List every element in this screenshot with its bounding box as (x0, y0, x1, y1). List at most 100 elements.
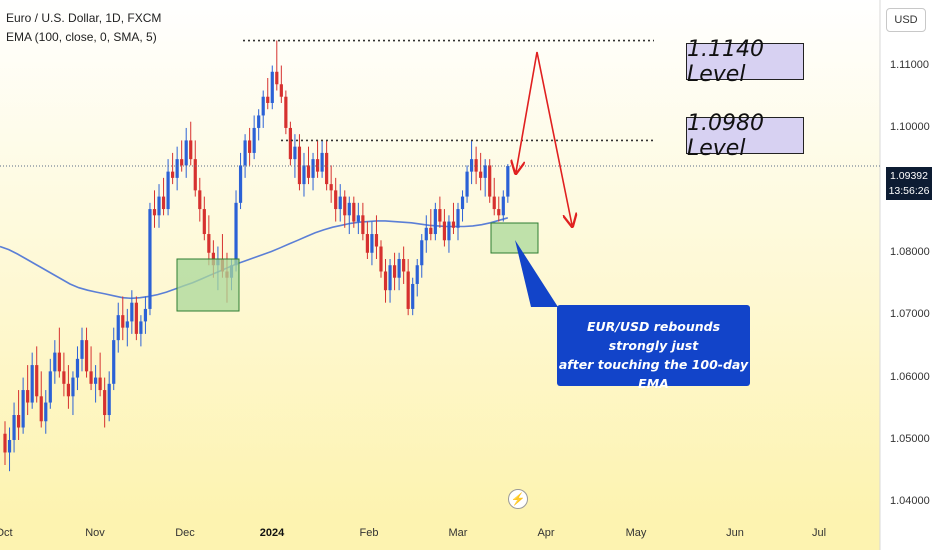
candle[interactable] (460, 190, 465, 222)
candle[interactable] (112, 327, 116, 391)
candle[interactable] (279, 65, 283, 103)
candle[interactable] (388, 259, 392, 303)
candle[interactable] (483, 159, 487, 197)
candle[interactable] (497, 196, 501, 222)
candle[interactable] (152, 190, 157, 228)
candle[interactable] (501, 190, 505, 222)
candle[interactable] (243, 134, 247, 178)
candle[interactable] (7, 427, 12, 472)
candle[interactable] (442, 209, 447, 247)
candle[interactable] (184, 127, 188, 178)
candle[interactable] (370, 221, 374, 266)
candle[interactable] (134, 296, 138, 341)
candle[interactable] (411, 277, 415, 316)
candle[interactable] (166, 159, 170, 216)
candle[interactable] (26, 365, 30, 416)
candle[interactable] (474, 146, 478, 185)
ema-touch-zone-dec[interactable] (176, 258, 240, 312)
candle[interactable] (21, 377, 25, 434)
candle[interactable] (374, 215, 379, 259)
candle[interactable] (71, 371, 75, 416)
candle[interactable] (469, 140, 474, 185)
candle[interactable] (338, 184, 342, 222)
candle[interactable] (506, 164, 510, 203)
candle[interactable] (320, 140, 324, 178)
candle[interactable] (397, 252, 401, 291)
level-label-mid[interactable]: 1.0980 Level (686, 111, 804, 161)
projection-arrow[interactable] (516, 51, 572, 225)
candle[interactable] (66, 365, 71, 409)
candle[interactable] (16, 390, 21, 440)
candle[interactable] (44, 390, 48, 434)
candle[interactable] (297, 134, 302, 191)
candle[interactable] (161, 177, 166, 216)
candle[interactable] (116, 302, 120, 353)
candle[interactable] (447, 215, 451, 253)
candle[interactable] (356, 202, 360, 235)
candle[interactable] (3, 421, 7, 465)
candle[interactable] (257, 109, 261, 141)
candle[interactable] (275, 40, 279, 91)
candle[interactable] (365, 221, 369, 259)
candle[interactable] (261, 90, 265, 128)
ema-touch-zone-mar[interactable] (490, 222, 539, 254)
candle[interactable] (94, 365, 98, 403)
candle[interactable] (456, 202, 460, 241)
candle[interactable] (311, 152, 315, 191)
candle[interactable] (252, 115, 256, 160)
candle[interactable] (429, 209, 433, 241)
candle[interactable] (492, 177, 496, 216)
candle[interactable] (139, 315, 143, 347)
flash-icon[interactable]: ⚡ (508, 489, 528, 509)
candle[interactable] (35, 346, 39, 403)
candle[interactable] (148, 202, 152, 316)
candle[interactable] (198, 177, 202, 222)
candle[interactable] (465, 165, 469, 203)
candle[interactable] (284, 90, 288, 135)
candle[interactable] (171, 152, 175, 185)
candle[interactable] (189, 121, 193, 166)
candle[interactable] (406, 259, 410, 316)
ema-line[interactable] (0, 217, 509, 300)
candle[interactable] (89, 346, 93, 391)
candle[interactable] (334, 177, 338, 222)
candle[interactable] (424, 215, 428, 253)
candle[interactable] (392, 252, 397, 291)
candle[interactable] (379, 240, 383, 278)
candle[interactable] (402, 246, 406, 284)
candle[interactable] (39, 371, 43, 428)
candle[interactable] (180, 140, 184, 172)
candle[interactable] (121, 296, 125, 341)
candle[interactable] (270, 65, 274, 110)
candle[interactable] (302, 152, 306, 197)
candle[interactable] (48, 358, 52, 409)
candle[interactable] (107, 371, 111, 422)
candle[interactable] (420, 234, 424, 278)
candle[interactable] (207, 215, 211, 266)
level-label-high[interactable]: 1.1140 Level (686, 37, 804, 87)
candle[interactable] (143, 296, 148, 334)
candle[interactable] (361, 202, 365, 241)
candle[interactable] (238, 152, 243, 210)
candle[interactable] (306, 146, 311, 185)
candle[interactable] (30, 352, 34, 409)
candle[interactable] (125, 308, 129, 347)
candle[interactable] (103, 377, 107, 428)
candle[interactable] (75, 346, 80, 391)
currency-button[interactable]: USD (886, 8, 926, 32)
candle[interactable] (266, 78, 270, 110)
candle[interactable] (347, 196, 351, 235)
candle[interactable] (325, 140, 329, 191)
candle[interactable] (288, 121, 292, 166)
candle[interactable] (451, 202, 456, 235)
candle[interactable] (62, 352, 66, 397)
candle[interactable] (248, 127, 252, 166)
candle[interactable] (157, 184, 161, 228)
candle[interactable] (130, 290, 134, 334)
candle[interactable] (12, 402, 16, 453)
candle[interactable] (202, 196, 206, 241)
candle[interactable] (53, 340, 57, 384)
candle[interactable] (84, 327, 89, 378)
